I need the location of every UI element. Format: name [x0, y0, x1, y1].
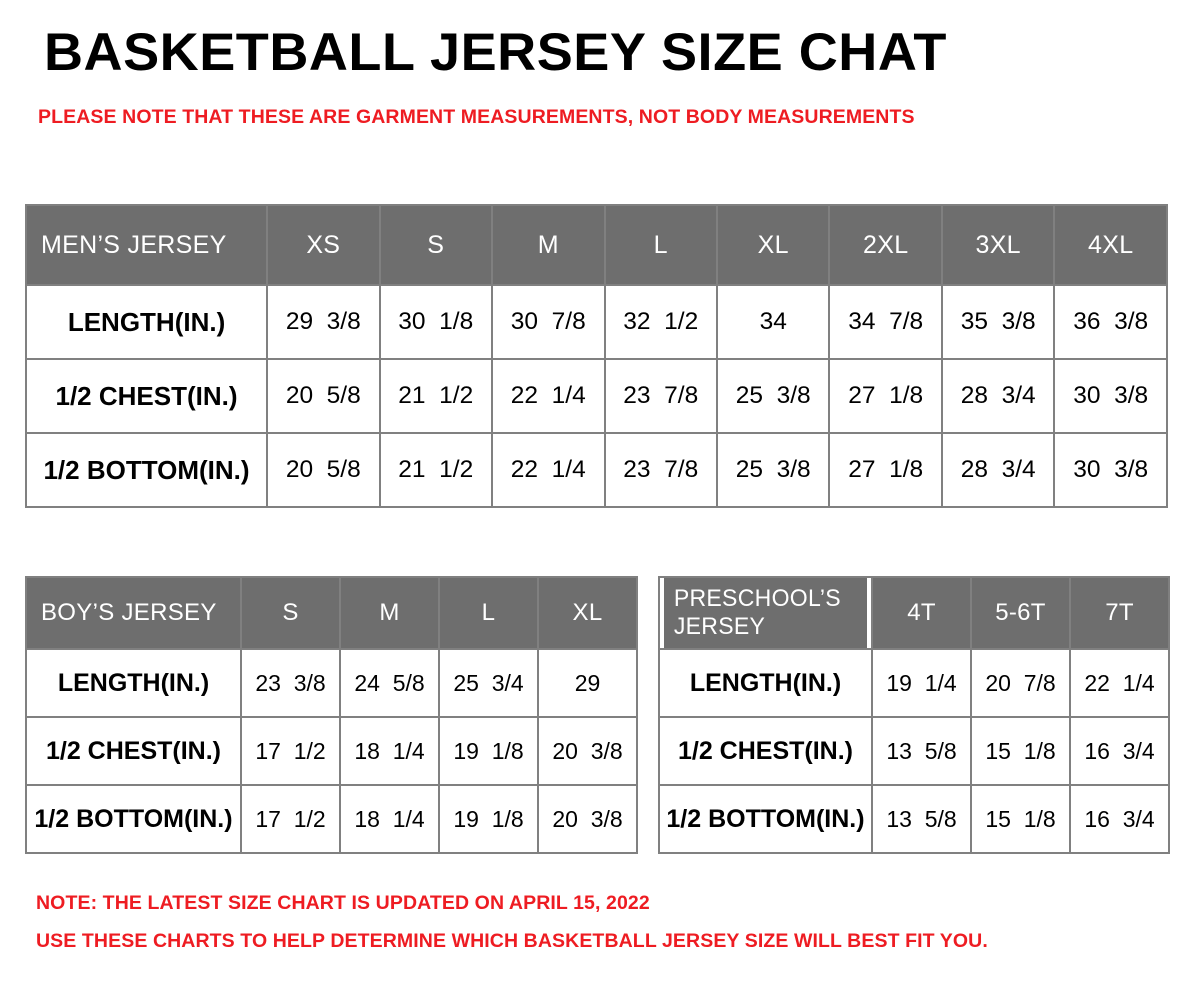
table-row: 1/2 CHEST(IN.) 17 1/2 18 1/4 19 1/8 20 3… — [25, 716, 638, 786]
cell-preschool-chest-4t: 13 5/8 — [871, 716, 972, 786]
size-header-4t: 4T — [871, 576, 972, 650]
corner-header-preschool: PRESCHOOL’S JERSEY — [662, 576, 869, 650]
cell-preschool-bottom-7t: 16 3/4 — [1069, 784, 1170, 854]
table-row: LENGTH(IN.) 29 3/8 30 1/8 30 7/8 32 1/2 … — [24, 284, 1168, 360]
mens-jersey-size-table: MEN’S JERSEY XS S M L XL 2XL 3XL 4XL LEN… — [24, 204, 1168, 508]
cell-mens-length-2xl: 34 7/8 — [828, 284, 943, 360]
table-row: 1/2 BOTTOM(IN.) 20 5/8 21 1/2 22 1/4 23 … — [24, 432, 1168, 508]
preschool-jersey-size-table: PRESCHOOL’S JERSEY 4T 5-6T 7T LENGTH(IN.… — [658, 576, 1170, 854]
cell-mens-bottom-l: 23 7/8 — [603, 432, 718, 508]
cell-mens-length-4xl: 36 3/8 — [1053, 284, 1168, 360]
cell-preschool-chest-7t: 16 3/4 — [1069, 716, 1170, 786]
row-label-half-bottom: 1/2 BOTTOM(IN.) — [24, 432, 269, 508]
size-header-l: L — [603, 204, 718, 286]
cell-mens-bottom-xs: 20 5/8 — [266, 432, 381, 508]
cell-mens-length-3xl: 35 3/8 — [940, 284, 1056, 360]
table-row: 1/2 BOTTOM(IN.) 13 5/8 15 1/8 16 3/4 — [658, 784, 1170, 854]
cell-mens-chest-l: 23 7/8 — [603, 358, 718, 434]
cell-mens-length-xl: 34 — [715, 284, 831, 360]
table-header-row: MEN’S JERSEY XS S M L XL 2XL 3XL 4XL — [24, 204, 1168, 286]
cell-preschool-length-7t: 22 1/4 — [1069, 648, 1170, 718]
corner-header-mens: MEN’S JERSEY — [24, 204, 269, 286]
cell-mens-length-m: 30 7/8 — [491, 284, 606, 360]
cell-boys-length-s: 23 3/8 — [240, 648, 341, 718]
cell-boys-chest-l: 19 1/8 — [438, 716, 539, 786]
cell-preschool-bottom-4t: 13 5/8 — [871, 784, 972, 854]
cell-boys-bottom-m: 18 1/4 — [339, 784, 440, 854]
cell-mens-chest-3xl: 28 3/4 — [940, 358, 1056, 434]
size-header-4xl: 4XL — [1053, 204, 1168, 286]
row-label-half-chest: 1/2 CHEST(IN.) — [24, 358, 269, 434]
cell-boys-chest-s: 17 1/2 — [240, 716, 341, 786]
table-row: LENGTH(IN.) 23 3/8 24 5/8 25 3/4 29 — [25, 648, 638, 718]
cell-mens-bottom-m: 22 1/4 — [491, 432, 606, 508]
cell-boys-bottom-l: 19 1/8 — [438, 784, 539, 854]
table-header-row: PRESCHOOL’S JERSEY 4T 5-6T 7T — [659, 576, 1170, 650]
cell-boys-chest-xl: 20 3/8 — [537, 716, 638, 786]
cell-boys-bottom-xl: 20 3/8 — [537, 784, 638, 854]
cell-mens-length-xs: 29 3/8 — [266, 284, 381, 360]
cell-mens-chest-2xl: 27 1/8 — [828, 358, 943, 434]
cell-mens-chest-4xl: 30 3/8 — [1053, 358, 1168, 434]
row-label-half-chest: 1/2 CHEST(IN.) — [658, 716, 873, 786]
row-label-length: LENGTH(IN.) — [24, 284, 269, 360]
cell-mens-length-s: 30 1/8 — [378, 284, 494, 360]
cell-mens-bottom-s: 21 1/2 — [378, 432, 494, 508]
row-label-half-bottom: 1/2 BOTTOM(IN.) — [25, 784, 242, 854]
boys-jersey-size-table: BOY’S JERSEY S M L XL LENGTH(IN.) 23 3/8… — [25, 576, 638, 854]
size-header-7t: 7T — [1069, 576, 1170, 650]
table-row: LENGTH(IN.) 19 1/4 20 7/8 22 1/4 — [658, 648, 1170, 718]
garment-measurement-notice: PLEASE NOTE THAT THESE ARE GARMENT MEASU… — [38, 106, 915, 128]
row-label-length: LENGTH(IN.) — [658, 648, 873, 718]
size-header-m: M — [491, 204, 606, 286]
size-header-boys-xl: XL — [537, 576, 638, 650]
row-label-length: LENGTH(IN.) — [25, 648, 242, 718]
cell-mens-chest-xs: 20 5/8 — [266, 358, 381, 434]
cell-mens-chest-s: 21 1/2 — [378, 358, 494, 434]
cell-mens-bottom-xl: 25 3/8 — [715, 432, 831, 508]
cell-preschool-length-5-6t: 20 7/8 — [970, 648, 1071, 718]
page-title: BASKETBALL JERSEY SIZE CHAT — [44, 23, 947, 82]
cell-preschool-length-4t: 19 1/4 — [871, 648, 972, 718]
cell-mens-length-l: 32 1/2 — [603, 284, 718, 360]
cell-boys-length-m: 24 5/8 — [339, 648, 440, 718]
cell-boys-chest-m: 18 1/4 — [339, 716, 440, 786]
cell-boys-length-xl: 29 — [537, 648, 638, 718]
size-header-s: S — [378, 204, 494, 286]
table-header-row: BOY’S JERSEY S M L XL — [25, 576, 638, 650]
size-header-boys-m: M — [339, 576, 440, 650]
cell-mens-chest-xl: 25 3/8 — [715, 358, 831, 434]
cell-boys-length-l: 25 3/4 — [438, 648, 539, 718]
size-header-boys-s: S — [240, 576, 341, 650]
cell-preschool-bottom-5-6t: 15 1/8 — [970, 784, 1071, 854]
size-header-boys-l: L — [438, 576, 539, 650]
cell-mens-bottom-2xl: 27 1/8 — [828, 432, 943, 508]
size-header-xs: XS — [266, 204, 381, 286]
size-header-3xl: 3XL — [940, 204, 1056, 286]
row-label-half-chest: 1/2 CHEST(IN.) — [25, 716, 242, 786]
cell-mens-chest-m: 22 1/4 — [491, 358, 606, 434]
row-label-half-bottom: 1/2 BOTTOM(IN.) — [658, 784, 873, 854]
cell-preschool-chest-5-6t: 15 1/8 — [970, 716, 1071, 786]
corner-header-boys: BOY’S JERSEY — [25, 576, 242, 650]
table-row: 1/2 CHEST(IN.) 20 5/8 21 1/2 22 1/4 23 7… — [24, 358, 1168, 434]
table-row: 1/2 CHEST(IN.) 13 5/8 15 1/8 16 3/4 — [658, 716, 1170, 786]
cell-mens-bottom-4xl: 30 3/8 — [1053, 432, 1168, 508]
size-header-5-6t: 5-6T — [970, 576, 1071, 650]
footer-notes: NOTE: THE LATEST SIZE CHART IS UPDATED O… — [36, 884, 988, 960]
size-header-2xl: 2XL — [828, 204, 943, 286]
table-row: 1/2 BOTTOM(IN.) 17 1/2 18 1/4 19 1/8 20 … — [25, 784, 638, 854]
footer-note-usage: USE THESE CHARTS TO HELP DETERMINE WHICH… — [36, 930, 988, 952]
cell-mens-bottom-3xl: 28 3/4 — [940, 432, 1056, 508]
size-header-xl: XL — [715, 204, 831, 286]
cell-boys-bottom-s: 17 1/2 — [240, 784, 341, 854]
footer-note-update: NOTE: THE LATEST SIZE CHART IS UPDATED O… — [36, 892, 650, 914]
